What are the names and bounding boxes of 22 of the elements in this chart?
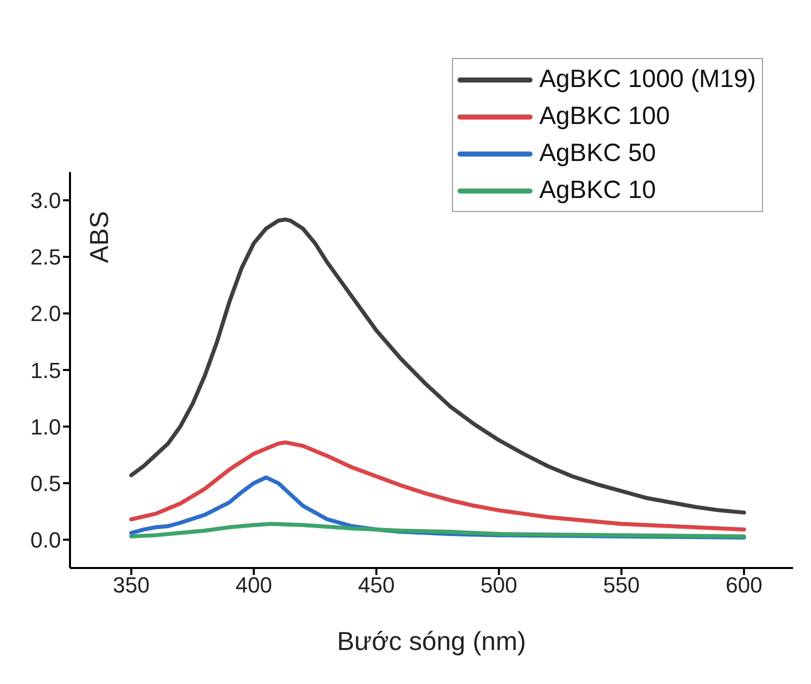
x-tick-label: 450	[358, 572, 395, 598]
line-series	[129, 522, 746, 538]
y-tick-label: 2.5	[30, 244, 61, 270]
y-axis-title: ABS	[84, 210, 114, 264]
legend-label: AgBKC 100	[539, 102, 670, 131]
x-tick-label: 600	[726, 572, 762, 598]
x-tick-label: 550	[603, 572, 640, 598]
y-tick-label: 0.5	[30, 470, 61, 496]
y-tick-label: 3.0	[30, 188, 61, 214]
x-tick-label: 500	[480, 572, 518, 598]
y-tick-label: 0.0	[30, 528, 61, 553]
line-series	[129, 440, 746, 532]
legend-label: AgBKC 50	[539, 139, 656, 168]
y-tick-label: 1.5	[30, 358, 61, 383]
line-series	[129, 218, 746, 515]
y-tick-label: 1.0	[30, 414, 61, 440]
y-tick-label: 2.0	[30, 301, 61, 326]
x-axis-title: Bước sóng (nm)	[336, 626, 526, 656]
legend-label: AgBKC 1000 (M19)	[539, 65, 756, 94]
x-tick-label: 350	[112, 572, 150, 598]
x-tick-label: 400	[235, 572, 272, 598]
legend-label: AgBKC 10	[539, 176, 656, 205]
